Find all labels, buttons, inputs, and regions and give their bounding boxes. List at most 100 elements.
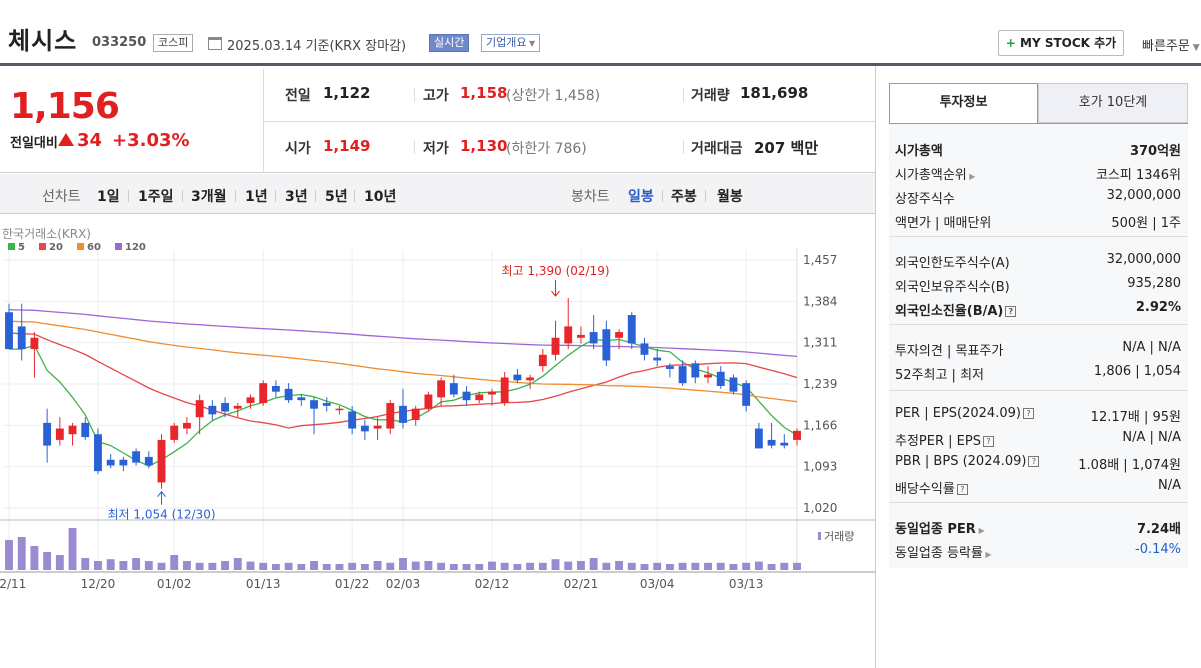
y-tick-label: 1,020 <box>803 501 837 515</box>
info-label-11: PBR | BPS (2024.09)? <box>895 454 1040 469</box>
volume-bar <box>729 564 738 570</box>
volume-bar <box>653 562 662 570</box>
volume-bar <box>615 561 624 570</box>
candle <box>488 388 496 406</box>
volume-bar <box>297 564 306 570</box>
candle <box>678 360 687 386</box>
help-icon[interactable]: ? <box>1005 306 1017 317</box>
candle <box>208 400 217 421</box>
info-value-13: 7.24배 <box>1136 522 1181 537</box>
candle <box>411 405 420 426</box>
candle-weekly[interactable]: 주봉 <box>671 189 697 205</box>
ma-line-120 <box>8 309 798 358</box>
info-value-5: 935,280 <box>1127 276 1181 291</box>
chevron-down-icon: ▼ <box>526 39 536 48</box>
x-tick-label: 02/03 <box>386 577 421 591</box>
plus-icon: + <box>1005 36 1021 50</box>
volume-bar <box>182 561 191 570</box>
chart-labels: 1,457 1,384 1,311 1,239 1,166 1,093 1,020 한국거래소… <box>0 227 854 591</box>
period-1w[interactable]: 1주일 <box>138 189 174 205</box>
candle <box>119 456 128 472</box>
period-3y[interactable]: 3년 <box>285 189 308 205</box>
help-icon[interactable]: ? <box>982 436 994 447</box>
candle <box>144 451 153 469</box>
period-10y[interactable]: 10년 <box>364 189 397 205</box>
candle <box>43 408 52 463</box>
amount-label: 거래대금 <box>691 141 743 157</box>
help-icon[interactable]: ? <box>956 484 968 495</box>
volume-bar <box>17 537 26 570</box>
candle <box>513 368 522 384</box>
market-badge: 코스피 <box>153 34 194 52</box>
tab-orderbook[interactable]: 호가 10단계 <box>1038 83 1188 123</box>
period-1y[interactable]: 1년 <box>245 189 268 205</box>
chevron-right-icon: ▶ <box>982 550 992 559</box>
candle <box>615 329 624 350</box>
volume-bar <box>106 559 115 570</box>
candle <box>335 405 344 415</box>
candle <box>106 454 115 469</box>
help-icon[interactable]: ? <box>1028 456 1040 467</box>
period-1d[interactable]: 1일 <box>97 189 120 205</box>
volume-bar <box>43 552 52 570</box>
volume-bar <box>640 564 649 570</box>
info-label-4: 외국인한도주식수(A) <box>895 252 1010 271</box>
chart-grid <box>0 248 875 573</box>
info-label-6: 외국인소진율(B/A)? <box>895 300 1017 319</box>
candle-chart-label: 봉차트 <box>571 189 610 205</box>
price-summary <box>0 69 875 173</box>
company-overview-dropdown[interactable]: 기업개요 ▼ <box>481 34 541 52</box>
volume-bar <box>208 562 217 570</box>
volume-bar <box>5 540 13 570</box>
volume-bar <box>513 564 522 570</box>
candle-daily[interactable]: 일봉 <box>628 189 654 205</box>
info-label-1[interactable]: 시가총액순위 ▶ <box>895 164 975 183</box>
info-label-13[interactable]: 동일업종 PER ▶ <box>895 518 985 537</box>
upper-limit: (상한가 1,458) <box>506 88 601 104</box>
arrow-up-icon <box>157 490 166 498</box>
candle <box>729 374 738 395</box>
info-label-14[interactable]: 동일업종 등락률 ▶ <box>895 542 992 561</box>
candle <box>5 303 13 350</box>
info-label-text: 상장주식수 <box>895 192 955 207</box>
low-value: 1,130 <box>460 137 508 155</box>
realtime-button[interactable]: 실시간 <box>429 34 470 52</box>
volume-bar <box>602 562 611 570</box>
info-value-4: 32,000,000 <box>1106 252 1181 267</box>
tab-investment-info[interactable]: 투자정보 <box>889 83 1038 123</box>
low-annotation: 최저 1,054 (12/30) <box>108 508 216 522</box>
volume-bar <box>742 562 751 570</box>
info-label-text: 동일업종 등락률 <box>895 546 983 561</box>
quick-order-dropdown[interactable]: 빠른주문 ▼ <box>1142 35 1200 54</box>
info-value-6: 2.92% <box>1135 300 1181 315</box>
candle <box>716 366 725 389</box>
chevron-right-icon: ▶ <box>966 172 976 181</box>
quick-order-label: 빠른주문 <box>1142 39 1190 54</box>
info-label-text: 시가총액 <box>895 144 943 159</box>
candle <box>94 428 102 474</box>
help-icon[interactable]: ? <box>1022 408 1034 419</box>
low-label: 저가 <box>423 141 449 157</box>
candle-monthly[interactable]: 월봉 <box>717 189 743 205</box>
add-mystock-button[interactable]: + MY STOCK 추가 <box>998 30 1124 56</box>
period-bar <box>0 174 875 214</box>
candle <box>195 394 204 435</box>
info-label-text: 시가총액순위 <box>895 168 967 183</box>
candle <box>627 312 636 350</box>
volume-bar <box>411 561 420 570</box>
info-value-14: -0.14% <box>1135 542 1181 557</box>
info-label-10: 추정PER | EPS? <box>895 430 994 449</box>
candle <box>246 394 255 409</box>
period-3m[interactable]: 3개월 <box>191 189 227 205</box>
candle <box>767 422 776 449</box>
candle <box>640 337 649 361</box>
volume-bar <box>94 561 102 570</box>
volume-bar <box>678 562 687 570</box>
info-label-8: 52주최고 | 최저 <box>895 364 984 383</box>
info-label-text: 외국인보유주식수(B) <box>895 280 1010 295</box>
candle <box>589 315 598 350</box>
period-5y[interactable]: 5년 <box>325 189 348 205</box>
volume-bar <box>132 558 141 570</box>
candle <box>576 326 585 344</box>
base-date: 2025.03.14 기준(KRX 장마감) <box>227 39 407 54</box>
